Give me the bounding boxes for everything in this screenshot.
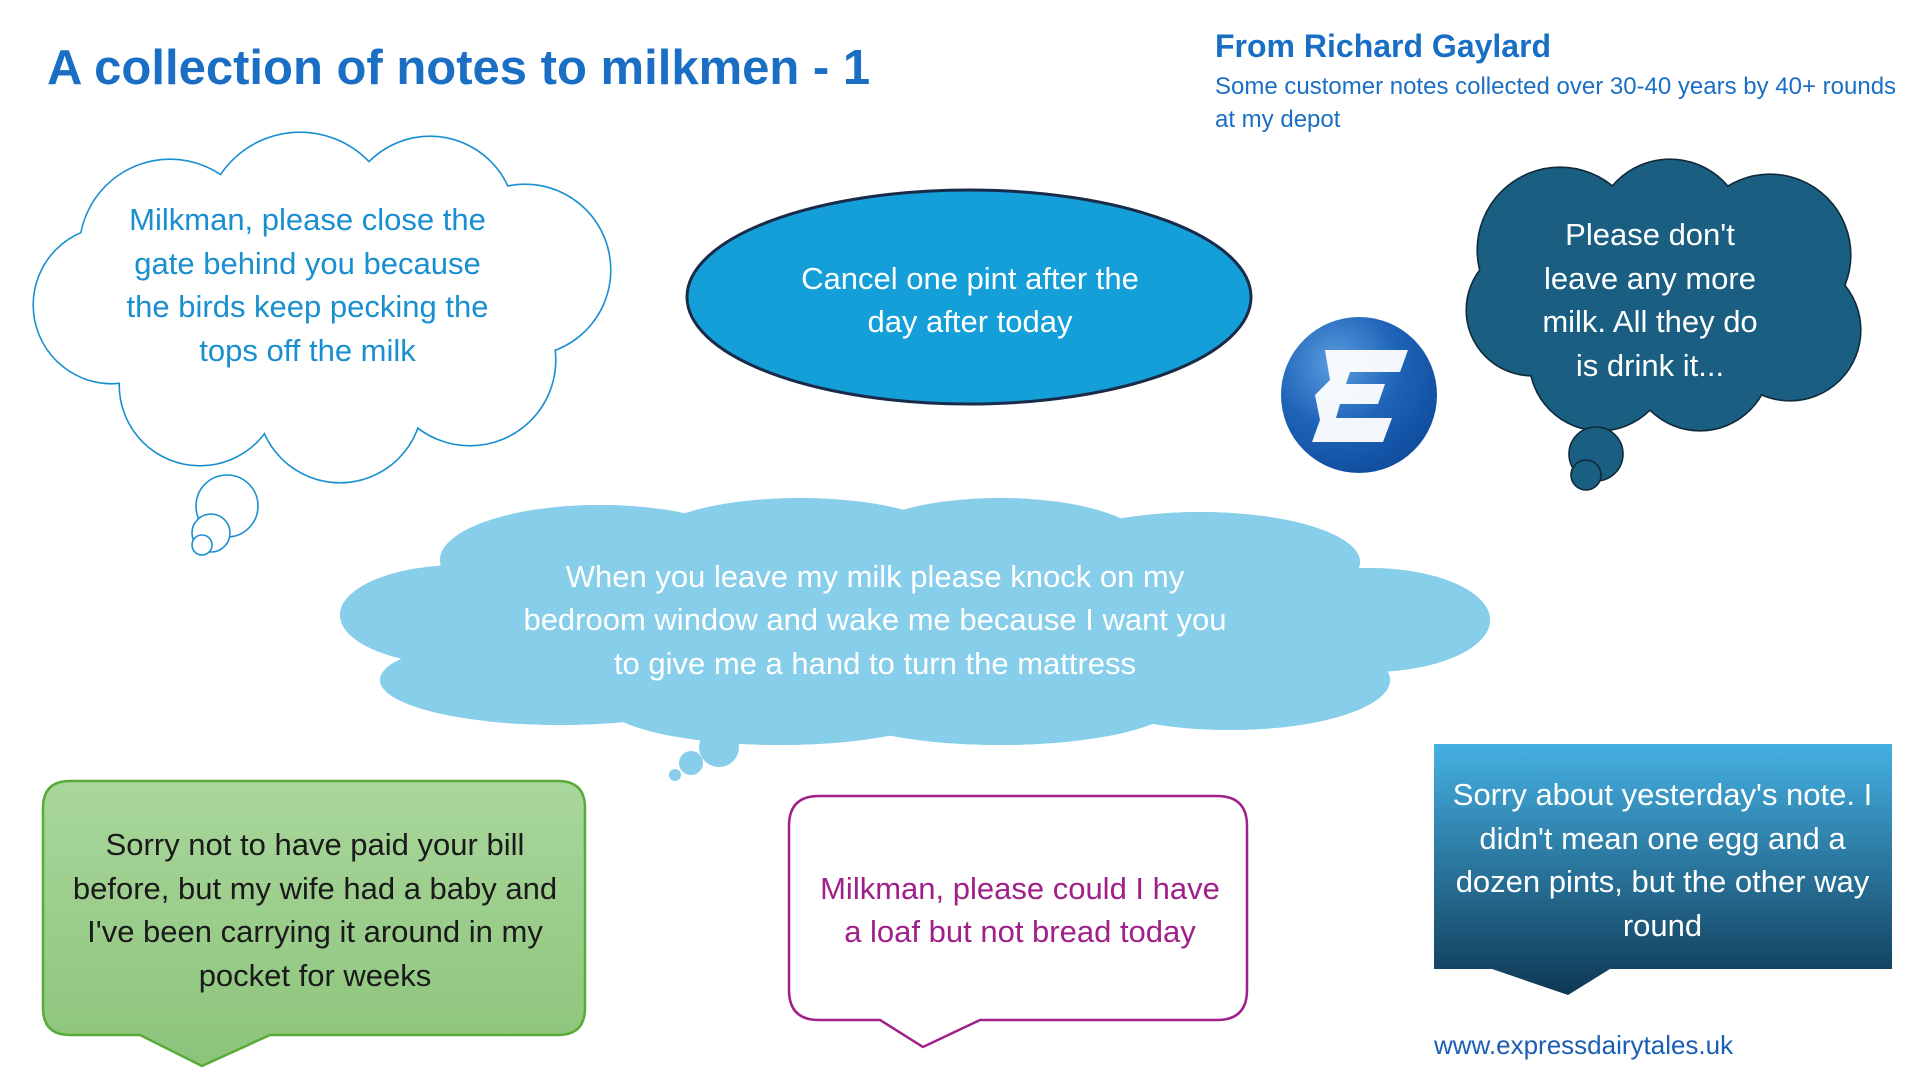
speech-box-green [41,779,587,1068]
page-title: A collection of notes to milkmen - 1 [47,41,871,95]
ellipse-bubble [685,188,1253,406]
note-loaf: Milkman, please could I have a loaf but … [820,870,1220,950]
thought-cloud-gate [32,131,612,556]
note-egg: Sorry about yesterday's note. I didn't m… [1452,777,1873,943]
express-dairy-logo-icon [1281,317,1437,473]
speech-box-purple [787,794,1249,1049]
website-link[interactable]: www.expressdairytales.uk [1434,1030,1734,1060]
note-cancel-pint: Cancel one pint after the day after toda… [801,260,1139,340]
note-bill: Sorry not to have paid your bill before,… [72,827,558,993]
thought-cloud-mattress [340,498,1490,781]
note-mattress: When you leave my milk please knock on m… [523,558,1227,681]
speech-box-blue [1434,744,1892,995]
subtitle: Some customer notes collected over 30-40… [1215,73,1897,133]
note-dont-leave: Please don't leave any more milk. All th… [1542,217,1758,383]
author-heading: From Richard Gaylard [1215,28,1552,64]
note-gate: Milkman, please close the gate behind yo… [126,202,489,368]
thought-cloud-dont-leave [1465,158,1862,491]
